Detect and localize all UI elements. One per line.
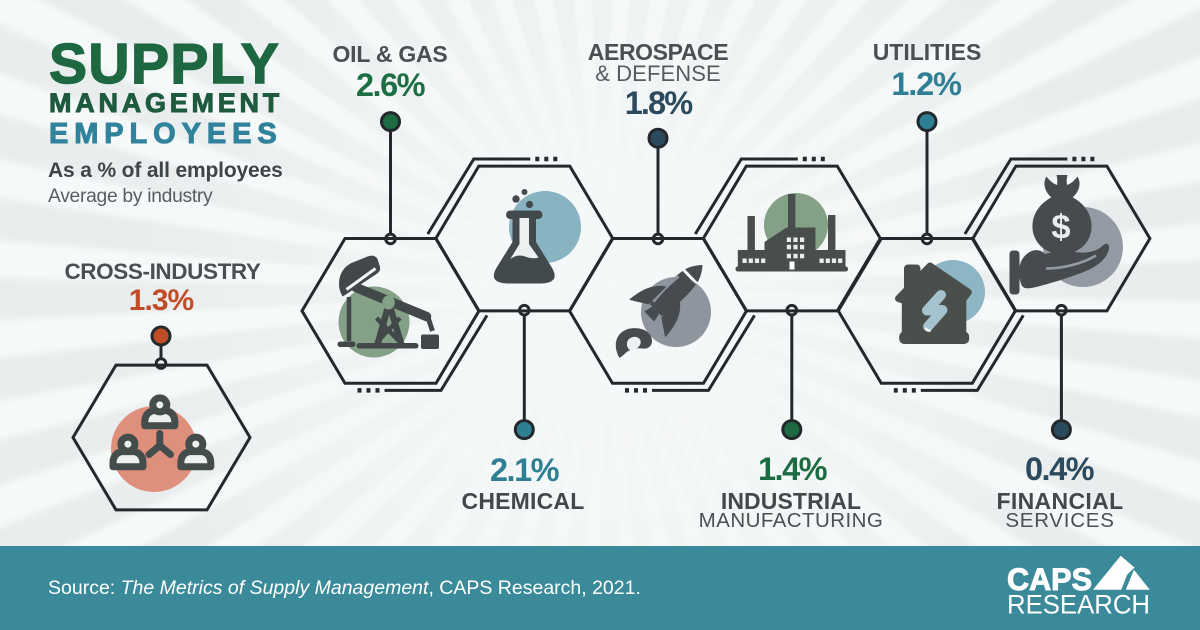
svg-text:$: $	[1051, 209, 1070, 247]
svg-text:RESEARCH: RESEARCH	[1007, 590, 1150, 620]
svg-text:CAPS: CAPS	[1007, 561, 1092, 597]
